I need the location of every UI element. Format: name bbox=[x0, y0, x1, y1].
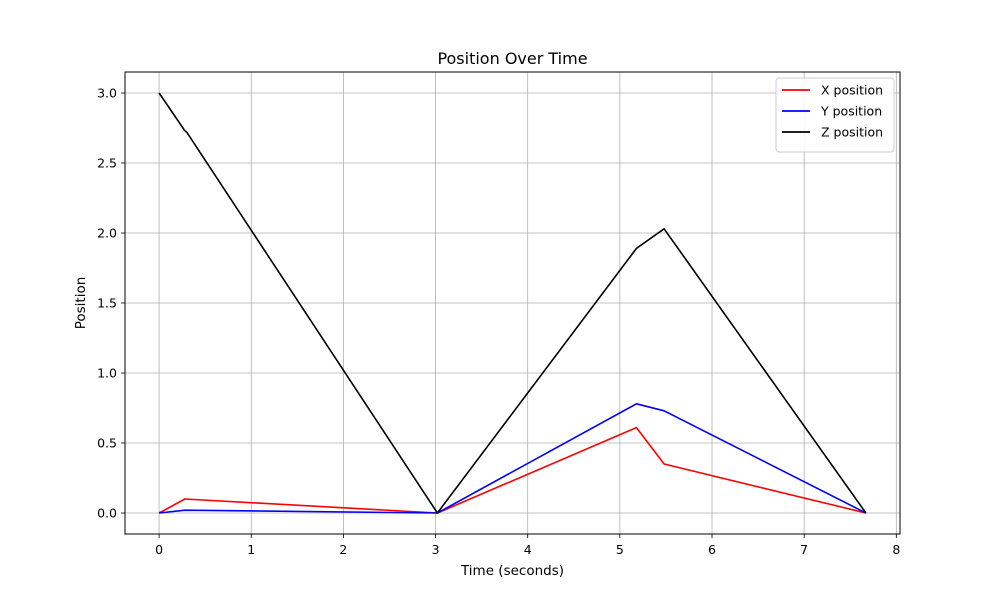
y-tick-label: 1.0 bbox=[97, 366, 117, 381]
x-tick-label: 3 bbox=[432, 542, 440, 557]
y-axis-label: Position bbox=[73, 277, 89, 330]
series-lines bbox=[158, 92, 867, 514]
x-tick-label: 7 bbox=[800, 542, 808, 557]
legend-label-x-position: X position bbox=[821, 83, 883, 98]
x-tick-label: 2 bbox=[339, 542, 347, 557]
x-tick-label: 4 bbox=[524, 542, 532, 557]
y-tick-label: 2.5 bbox=[97, 156, 117, 171]
x-tick-label: 1 bbox=[247, 542, 255, 557]
legend-label-z-position: Z position bbox=[821, 125, 883, 140]
y-position-line bbox=[159, 402, 867, 514]
x-tick-label: 0 bbox=[155, 542, 163, 557]
y-tick-label: 0.5 bbox=[97, 436, 117, 451]
y-tick-label: 0.0 bbox=[97, 506, 117, 521]
x-tick-label: 6 bbox=[708, 542, 716, 557]
x-tick-label: 8 bbox=[892, 542, 900, 557]
legend-box bbox=[775, 77, 895, 153]
legend-label-y-position: Y position bbox=[820, 104, 882, 119]
y-tick-label: 3.0 bbox=[97, 86, 117, 101]
z-position-line bbox=[158, 92, 867, 514]
chart-title: Position Over Time bbox=[437, 49, 587, 68]
y-tick-label: 1.5 bbox=[97, 296, 117, 311]
x-position-line bbox=[158, 426, 867, 514]
x-axis-label: Time (seconds) bbox=[460, 563, 564, 579]
legend: X position Y position Z position bbox=[775, 77, 895, 153]
x-tick-label: 5 bbox=[616, 542, 624, 557]
axis-ticks: 0 1 2 3 4 5 6 7 8 0.0 0.5 1.0 1.5 2.0 2.5 3.0 bbox=[97, 86, 900, 558]
y-tick-label: 2.0 bbox=[97, 226, 117, 241]
